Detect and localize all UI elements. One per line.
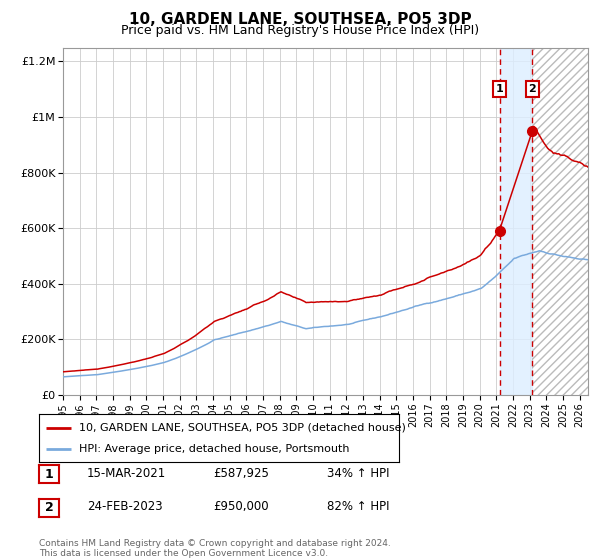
Text: 10, GARDEN LANE, SOUTHSEA, PO5 3DP (detached house): 10, GARDEN LANE, SOUTHSEA, PO5 3DP (deta… [79,423,406,433]
Text: £587,925: £587,925 [213,466,269,480]
Text: 2: 2 [528,84,536,94]
Text: 10, GARDEN LANE, SOUTHSEA, PO5 3DP: 10, GARDEN LANE, SOUTHSEA, PO5 3DP [128,12,472,27]
Text: 24-FEB-2023: 24-FEB-2023 [87,500,163,514]
Bar [532,48,588,395]
Text: HPI: Average price, detached house, Portsmouth: HPI: Average price, detached house, Port… [79,444,349,454]
Text: 34% ↑ HPI: 34% ↑ HPI [327,466,389,480]
Text: Price paid vs. HM Land Registry's House Price Index (HPI): Price paid vs. HM Land Registry's House … [121,24,479,36]
Text: Contains HM Land Registry data © Crown copyright and database right 2024.
This d: Contains HM Land Registry data © Crown c… [39,539,391,558]
Text: £950,000: £950,000 [213,500,269,514]
Text: 1: 1 [496,84,503,94]
Bar [500,48,532,395]
Text: 15-MAR-2021: 15-MAR-2021 [87,466,166,480]
Text: 2: 2 [45,501,53,515]
Bar [532,48,588,395]
Text: 82% ↑ HPI: 82% ↑ HPI [327,500,389,514]
Text: 1: 1 [45,468,53,481]
